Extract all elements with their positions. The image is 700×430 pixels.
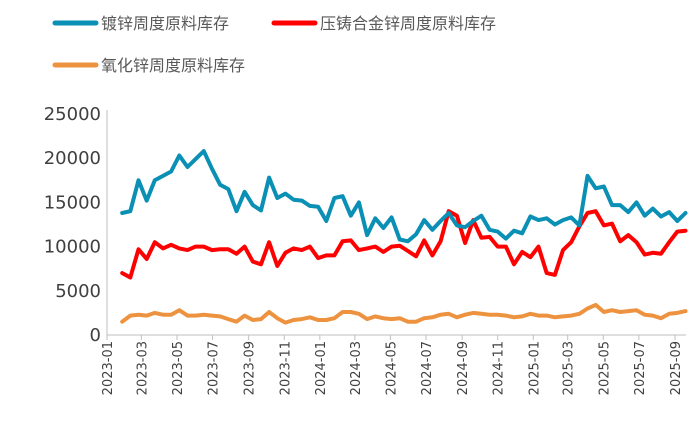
series-line	[120, 209, 688, 280]
x-tick-label: 2024-03	[349, 341, 364, 395]
series-line	[120, 302, 688, 325]
legend-item-die-casting: 压铸合金锌周度原料库存	[271, 14, 496, 33]
x-tick-label: 2024-11	[492, 341, 507, 395]
x-tick-label: 2023-09	[243, 341, 258, 395]
legend-label: 氧化锌周度原料库存	[101, 56, 245, 75]
legend: 镀锌周度原料库存 压铸合金锌周度原料库存 氧化锌周度原料库存	[52, 14, 496, 75]
y-tick-label: 20000	[44, 148, 101, 169]
legend-label: 镀锌周度原料库存	[101, 14, 229, 33]
x-tick-label: 2023-01	[101, 341, 116, 395]
x-tick-label: 2023-03	[135, 341, 150, 395]
series-line	[120, 149, 688, 244]
axes: 0 5000 10000 15000 20000 25000 2023-01 2023-03 2…	[44, 104, 686, 395]
x-tick-label: 2023-11	[278, 341, 293, 395]
x-tick-label: 2025-05	[597, 341, 612, 395]
y-tick-label: 15000	[44, 192, 101, 213]
x-tick-label: 2025-07	[633, 341, 648, 395]
legend-item-galvanizing: 镀锌周度原料库存	[52, 14, 229, 33]
x-tick-label: 2024-05	[384, 341, 399, 395]
x-tick-label: 2025-09	[669, 341, 684, 395]
x-tick-label: 2023-05	[171, 341, 186, 395]
legend-label: 压铸合金锌周度原料库存	[320, 14, 496, 33]
y-tick-label: 25000	[44, 104, 101, 125]
x-tick-label: 2024-07	[420, 341, 435, 395]
x-tick-label: 2024-09	[456, 341, 471, 395]
x-tick-label: 2023-07	[207, 341, 222, 395]
y-tick-label: 10000	[44, 237, 101, 258]
y-tick-label: 0	[90, 325, 101, 346]
x-tick-label: 2024-01	[314, 341, 329, 395]
y-tick-label: 5000	[55, 281, 101, 302]
legend-item-zinc-oxide: 氧化锌周度原料库存	[52, 56, 245, 75]
x-tick-label: 2025-03	[562, 341, 577, 395]
x-tick-label: 2025-01	[527, 341, 542, 395]
series-lines	[120, 149, 688, 325]
